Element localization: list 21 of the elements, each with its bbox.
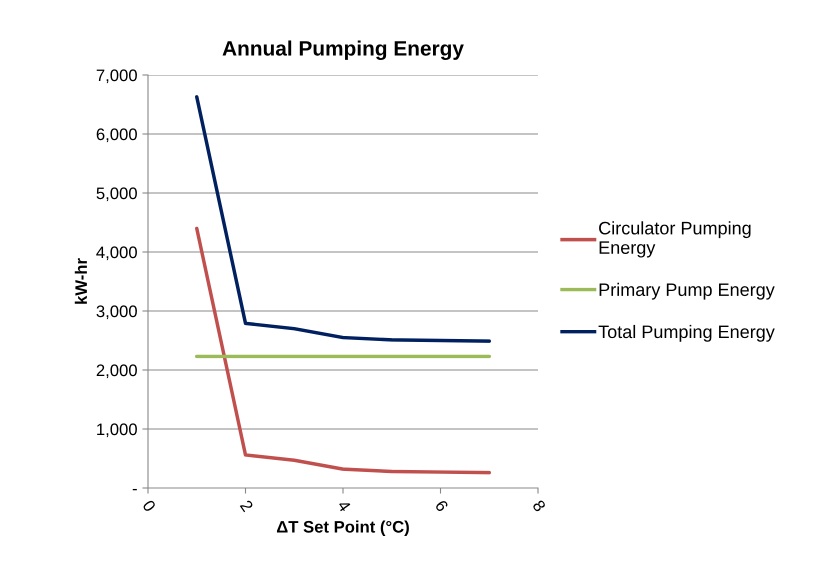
- y-tick-label: 2,000: [96, 364, 137, 378]
- line-series: [195, 95, 491, 343]
- y-axis-title: kW-hr: [74, 258, 87, 304]
- y-tick-label: 4,000: [96, 246, 137, 260]
- y-tick-label: -: [132, 488, 137, 490]
- y-tick-label: 1,000: [97, 423, 137, 438]
- y-tick-label: 6,000: [96, 128, 137, 142]
- y-tick-label: 3,000: [96, 305, 137, 320]
- x-axis-title: ΔT Set Point (°C): [276, 520, 409, 536]
- x-tick-label: 0: [142, 499, 156, 512]
- y-tick-label: 7,000: [96, 69, 137, 84]
- x-tick-label: 4: [337, 499, 352, 513]
- legend-label: Circulator Pumping Energy: [599, 221, 751, 258]
- x-tick-label: 6: [434, 499, 449, 512]
- x-tick-label: 8: [532, 499, 546, 512]
- legend-label: Total Pumping Energy: [598, 324, 775, 342]
- x-tick-label: 2: [240, 499, 254, 512]
- legend-label: Primary Pump Energy: [600, 282, 775, 300]
- chart-title: Annual Pumping Energy: [222, 40, 464, 60]
- y-tick-label: 5,000: [96, 187, 137, 202]
- line-series: [195, 226, 491, 474]
